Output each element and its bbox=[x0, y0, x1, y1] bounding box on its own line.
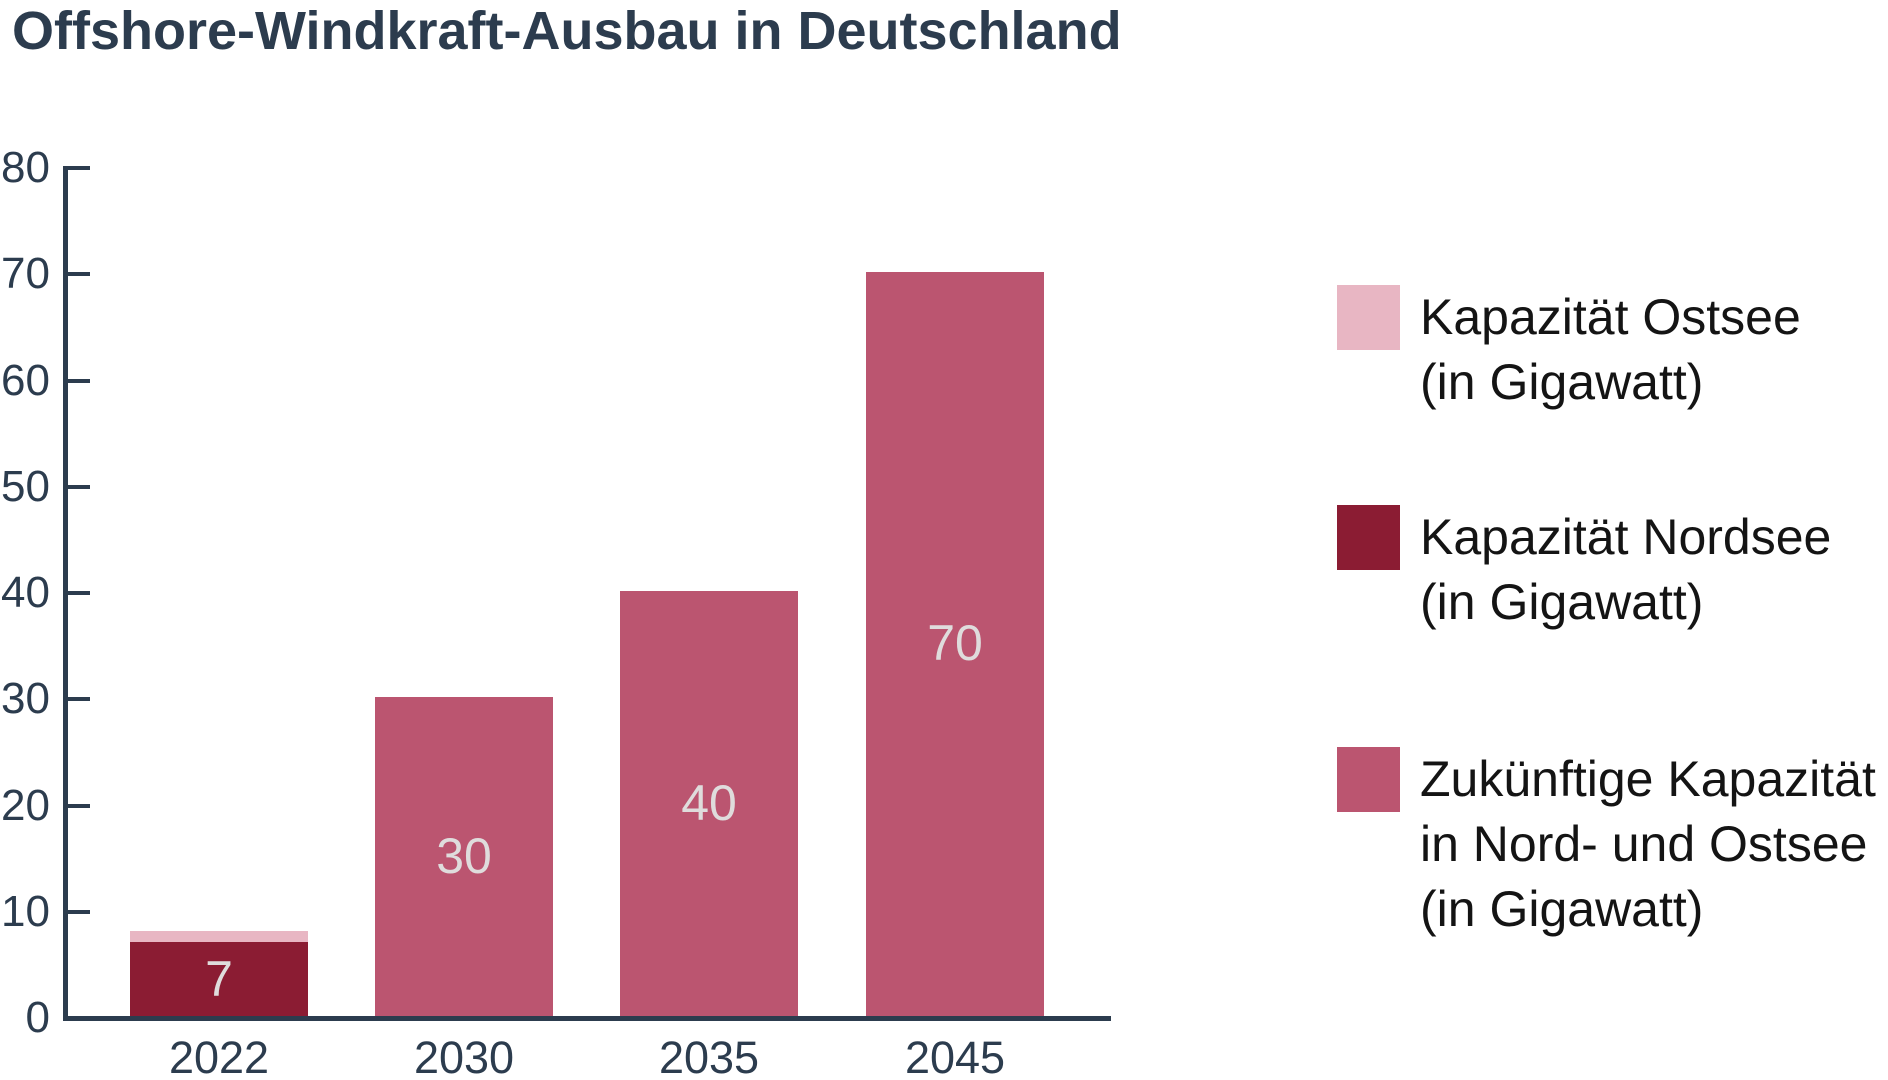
y-axis-tick bbox=[63, 697, 90, 702]
y-axis-tick bbox=[63, 272, 90, 277]
y-axis-tick-label: 70 bbox=[1, 249, 50, 299]
legend-label-line: (in Gigawatt) bbox=[1420, 574, 1704, 630]
legend-swatch-ostsee bbox=[1337, 285, 1400, 350]
y-axis-tick-label: 50 bbox=[1, 461, 50, 511]
legend-label-nordsee: Kapazität Nordsee (in Gigawatt) bbox=[1420, 505, 1888, 635]
bar-value-label: 70 bbox=[927, 615, 983, 672]
legend-label-line: Kapazität Ostsee bbox=[1420, 289, 1801, 345]
x-axis-tick-label: 2022 bbox=[168, 1032, 270, 1080]
bar-value-label: 30 bbox=[436, 828, 492, 885]
legend-swatch-nordsee bbox=[1337, 505, 1400, 570]
bar-2022: 7 bbox=[130, 0, 308, 1016]
y-axis-tick-label: 40 bbox=[1, 568, 50, 617]
y-axis-tick bbox=[63, 484, 90, 489]
legend-label-line: (in Gigawatt) bbox=[1420, 354, 1704, 410]
y-axis-tick-label: 20 bbox=[1, 780, 50, 830]
bar-2030: 30 bbox=[375, 0, 553, 1016]
y-axis-tick bbox=[63, 803, 90, 808]
bar-2035: 40 bbox=[620, 0, 798, 1016]
bar-segment-nordsee bbox=[130, 941, 308, 1016]
y-axis-tick bbox=[63, 378, 90, 383]
bar-value-label: 40 bbox=[681, 775, 737, 831]
bar-segment-zukunft bbox=[375, 697, 553, 1016]
bar-2045: 70 bbox=[866, 0, 1044, 1016]
legend-label-line: (in Gigawatt) bbox=[1420, 881, 1704, 937]
bar-segment-ostsee bbox=[130, 931, 308, 942]
legend-item-nordsee: Kapazität Nordsee (in Gigawatt) bbox=[1337, 505, 1888, 645]
legend: Kapazität Ostsee (in Gigawatt) Kapazität N… bbox=[1337, 0, 1888, 1080]
x-axis-tick-label: 2035 bbox=[658, 1032, 760, 1080]
bar-value-label: 7 bbox=[205, 950, 233, 1007]
legend-item-zukunft: Zukünftige Kapazität in Nord- und Ostsee (… bbox=[1337, 747, 1888, 952]
y-axis-tick-label: 80 bbox=[1, 143, 50, 192]
legend-label-line: Kapazität Nordsee bbox=[1420, 509, 1832, 565]
legend-label-line: Zukünftige Kapazität bbox=[1420, 751, 1876, 807]
legend-item-ostsee: Kapazität Ostsee (in Gigawatt) bbox=[1337, 285, 1888, 425]
chart-title: Offshore-Windkraft-Ausbau in Deutschland bbox=[12, 1, 1122, 61]
x-axis-line bbox=[63, 1016, 1111, 1021]
legend-label-ostsee: Kapazität Ostsee (in Gigawatt) bbox=[1420, 285, 1888, 415]
y-axis-tick-label: 10 bbox=[1, 886, 50, 936]
y-axis-tick-label: 0 bbox=[25, 993, 50, 1042]
x-axis-tick-label: 2045 bbox=[904, 1032, 1006, 1080]
legend-swatch-zukunft bbox=[1337, 747, 1400, 812]
y-axis-tick-label: 30 bbox=[1, 674, 50, 724]
x-axis-tick-label: 2030 bbox=[413, 1032, 515, 1080]
legend-label-zukunft: Zukünftige Kapazität in Nord- und Ostsee (… bbox=[1420, 747, 1888, 942]
y-axis-tick bbox=[63, 166, 90, 170]
y-axis-tick-label: 60 bbox=[1, 355, 50, 405]
y-axis-tick bbox=[63, 909, 90, 914]
legend-label-line: in Nord- und Ostsee bbox=[1420, 816, 1868, 872]
bar-segment-zukunft bbox=[866, 272, 1044, 1016]
bar-segment-zukunft bbox=[620, 591, 798, 1016]
y-axis-tick bbox=[63, 591, 90, 595]
plot-area: 0 10 20 30 40 50 60 70 80 7 2022 30 2030 40 2035 70 2045 bbox=[1, 0, 1111, 1080]
